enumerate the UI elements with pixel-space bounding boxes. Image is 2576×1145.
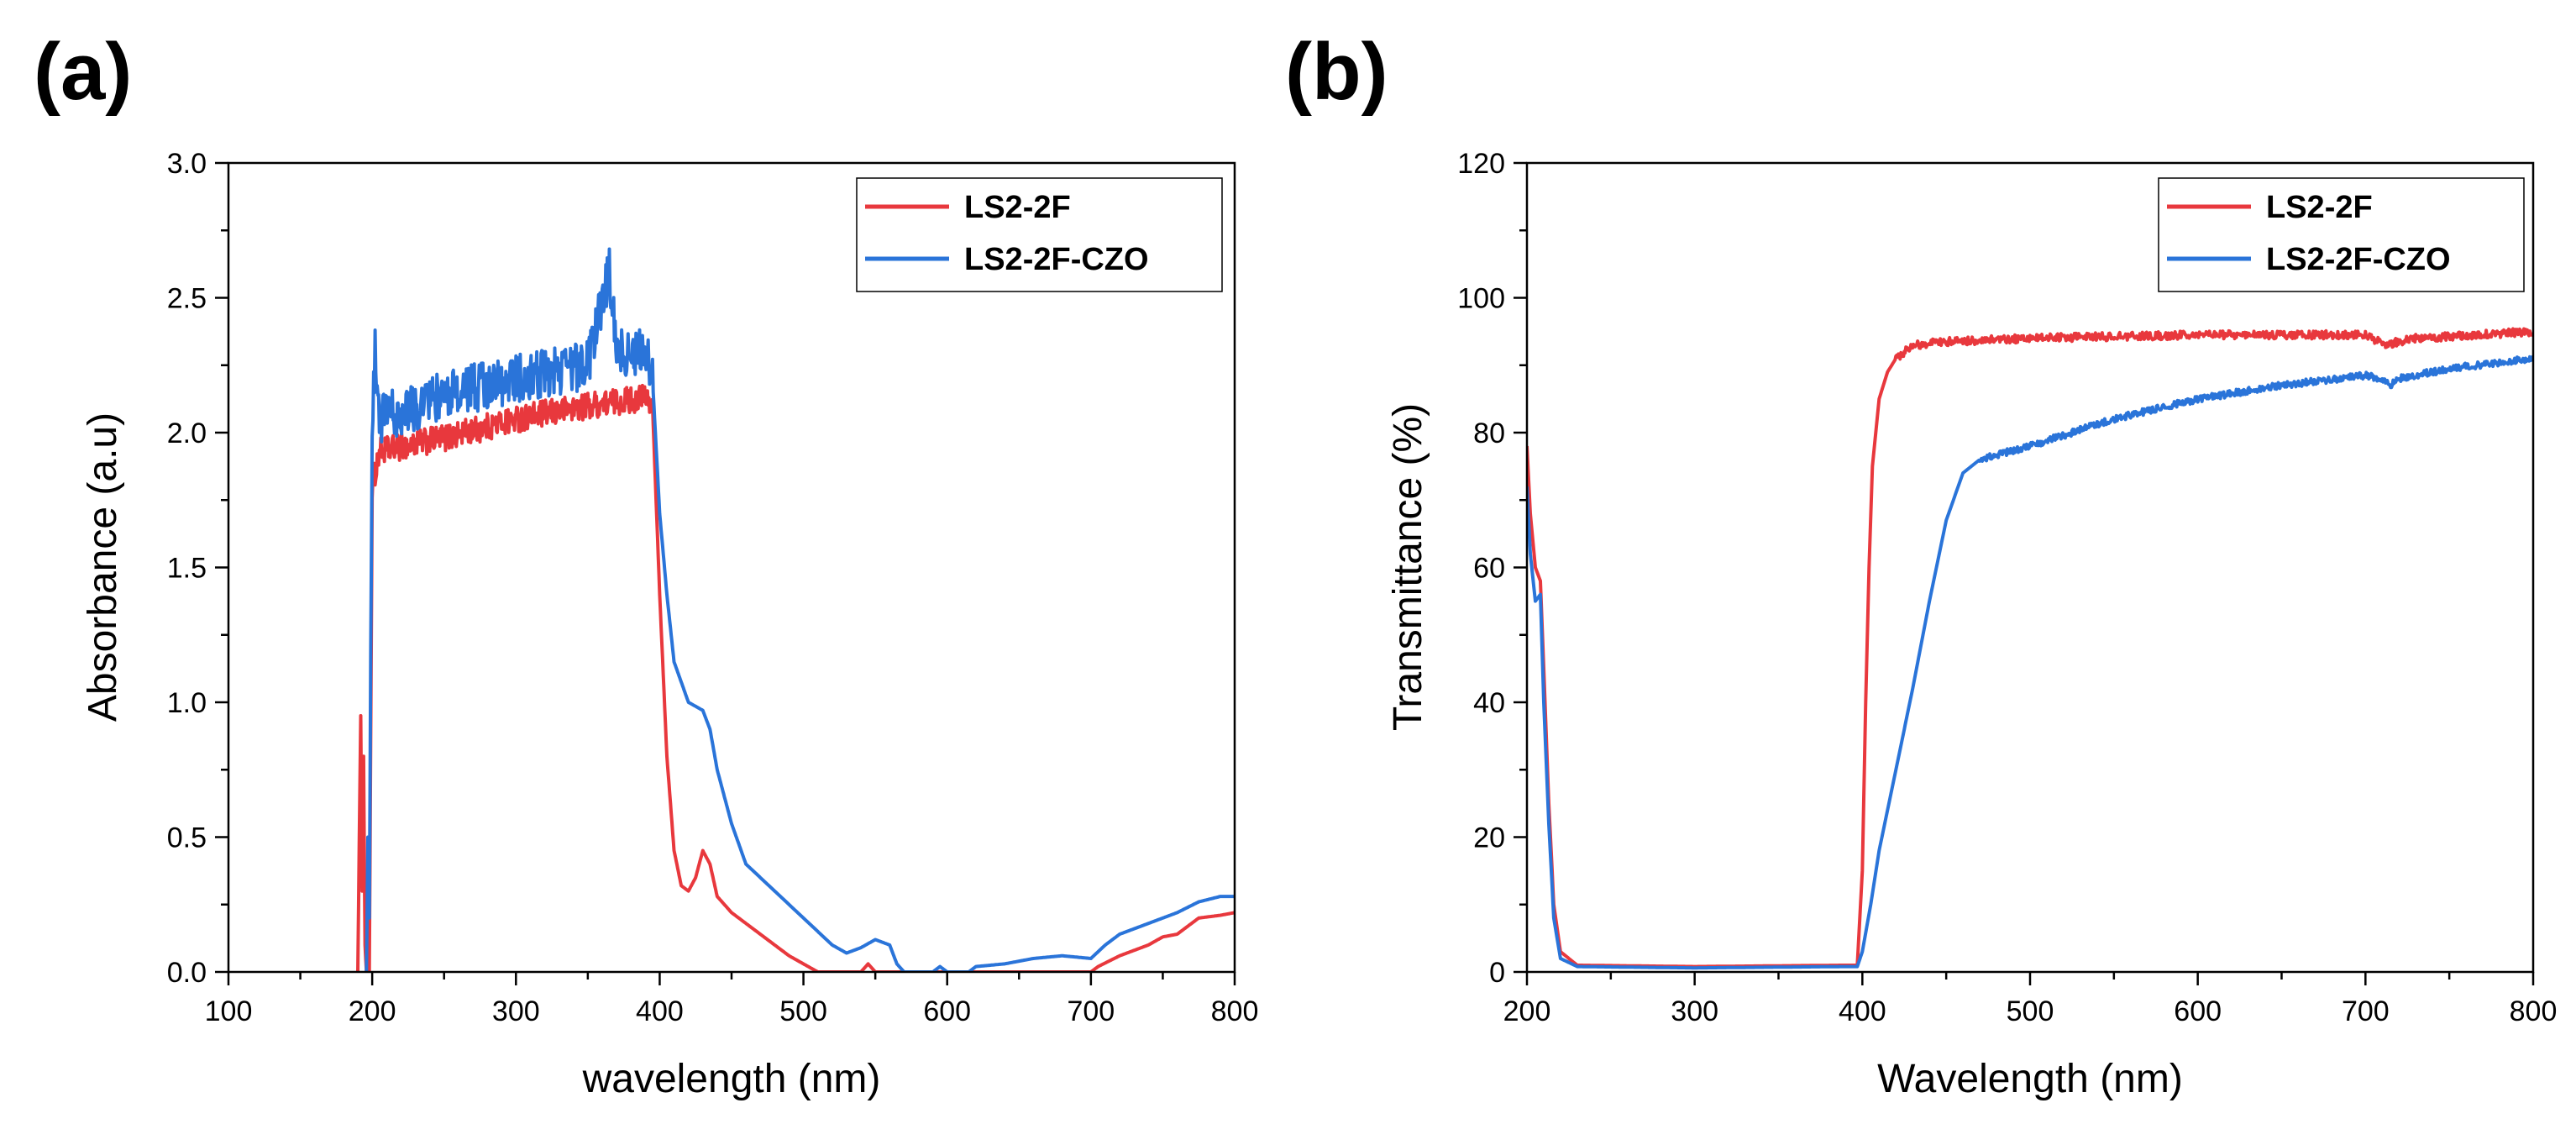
x-tick-label-a-4: 500 xyxy=(779,995,827,1027)
y-axis-label-b: Transmittance (%) xyxy=(1386,403,1430,731)
series-layer-b xyxy=(1527,327,2533,970)
x-tick-label-a-5: 600 xyxy=(923,995,971,1027)
y-tick-label-a-4: 2.0 xyxy=(167,418,207,449)
ticks-layer-a: 100 200 300 400 500 600 700 800 0.0 0.5 1.0 1.5 2.0 2… xyxy=(167,148,1259,1027)
chart-panel-a: (a) 100 200 300 400 500 600 700 800 0.0 0.5 1.0 1.5… xyxy=(34,27,1258,1101)
x-tick-label-a-6: 700 xyxy=(1067,995,1115,1027)
x-axis-label-b: Wavelength (nm) xyxy=(1877,1057,2183,1101)
legend-label-b-ls2-2f-czo: LS2-2F-CZO xyxy=(2266,242,2451,277)
legend-b: LS2-2F LS2-2F-CZO xyxy=(2158,177,2525,292)
y-tick-label-b-2: 40 xyxy=(1473,687,1505,719)
chart-panel-b: (b) 200 300 400 500 600 700 800 0 20 40 60 80 100 120… xyxy=(1285,27,2557,1101)
y-tick-label-a-3: 1.5 xyxy=(167,553,207,585)
y-tick-label-a-6: 3.0 xyxy=(167,148,207,180)
x-tick-label-a-0: 100 xyxy=(205,995,253,1027)
x-tick-label-b-0: 200 xyxy=(1503,995,1551,1027)
y-tick-label-a-2: 1.0 xyxy=(167,687,207,719)
x-tick-label-a-2: 300 xyxy=(492,995,540,1027)
y-axis-label-a: Absorbance (a.u) xyxy=(81,412,125,722)
series-layer-a xyxy=(356,247,1235,972)
y-tick-label-b-4: 80 xyxy=(1473,418,1505,449)
panel-letter-b: (b) xyxy=(1285,27,1388,117)
series-line-a-ls2-2f xyxy=(356,383,1235,972)
legend-box-b xyxy=(2158,177,2525,292)
x-tick-label-b-2: 400 xyxy=(1839,995,1886,1027)
x-tick-label-b-3: 500 xyxy=(2007,995,2054,1027)
y-tick-label-b-5: 100 xyxy=(1457,283,1505,315)
y-tick-label-a-0: 0.0 xyxy=(167,957,207,989)
legend-label-a-ls2-2f-czo: LS2-2F-CZO xyxy=(964,242,1149,277)
x-axis-label-a: wavelength (nm) xyxy=(582,1057,881,1101)
x-tick-label-a-7: 800 xyxy=(1211,995,1259,1027)
x-tick-label-a-1: 200 xyxy=(349,995,396,1027)
ticks-layer-b: 200 300 400 500 600 700 800 0 20 40 60 80 100 120 xyxy=(1457,148,2557,1027)
y-tick-label-a-5: 2.5 xyxy=(167,283,207,315)
x-tick-label-b-6: 800 xyxy=(2510,995,2558,1027)
x-tick-label-b-1: 300 xyxy=(1671,995,1718,1027)
legend-box-a xyxy=(856,177,1223,292)
legend-label-b-ls2-2f: LS2-2F xyxy=(2266,190,2373,225)
panel-letter-a: (a) xyxy=(34,27,132,117)
series-group-b xyxy=(1527,327,2533,970)
y-tick-label-b-0: 0 xyxy=(1489,957,1505,989)
y-tick-label-b-6: 120 xyxy=(1457,148,1505,180)
legend-label-a-ls2-2f: LS2-2F xyxy=(964,190,1071,225)
y-tick-label-b-1: 20 xyxy=(1473,822,1505,854)
series-line-b-ls2-2f-czo xyxy=(1527,355,2533,970)
x-tick-label-b-4: 600 xyxy=(2174,995,2222,1027)
series-line-a-ls2-2f-czo xyxy=(365,247,1235,972)
y-tick-label-a-1: 0.5 xyxy=(167,822,207,854)
x-tick-label-a-3: 400 xyxy=(636,995,684,1027)
y-tick-label-b-3: 60 xyxy=(1473,553,1505,585)
series-group-a xyxy=(356,247,1235,972)
legend-a: LS2-2F LS2-2F-CZO xyxy=(856,177,1223,292)
x-tick-label-b-5: 700 xyxy=(2342,995,2390,1027)
